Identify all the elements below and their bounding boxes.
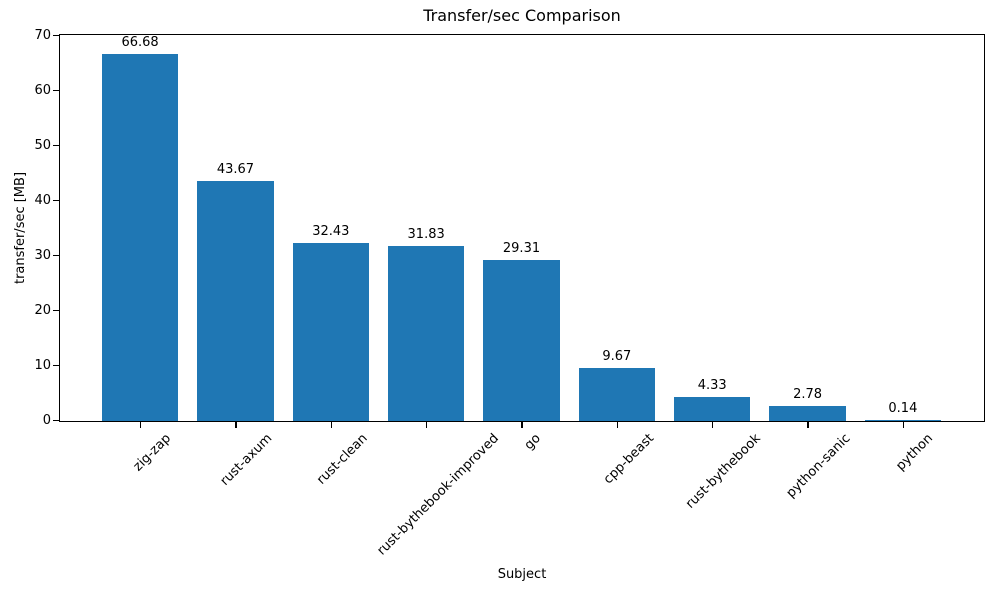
y-tick (53, 364, 59, 367)
y-tick (53, 144, 59, 147)
bar-value-label: 4.33 (697, 378, 727, 394)
bar-value-label: 43.67 (216, 161, 255, 177)
x-tick-label: rust-bythebook (683, 431, 765, 512)
x-tick-label: python (893, 431, 937, 474)
x-tick (902, 422, 905, 428)
bar-value-label: 32.43 (312, 223, 350, 239)
y-tick (53, 254, 59, 257)
y-tick-label: 10 (34, 357, 51, 373)
x-tick-label: rust-bythebook-improved (374, 431, 502, 559)
plot-area: 66.68 43.67 32.43 31.83 29.31 9.67 4.33 2.78 0.1… (59, 34, 985, 422)
bar-value-label: 66.68 (121, 35, 159, 51)
y-tick (53, 34, 59, 37)
x-tick (521, 422, 523, 428)
y-tick-label: 20 (34, 302, 51, 318)
y-tick-label: 40 (34, 192, 51, 208)
bar (769, 405, 846, 421)
chart-title: Transfer/sec Comparison (423, 6, 621, 25)
y-tick (53, 89, 59, 92)
y-tick-label: 70 (34, 27, 51, 43)
bar (483, 259, 560, 421)
x-tick-label: cpp-beast (600, 431, 657, 488)
x-tick (235, 422, 237, 428)
bar-value-label: 29.31 (502, 240, 541, 256)
x-tick-label: python-sanic (783, 431, 854, 501)
y-axis-label: transfer/sec [MB] (13, 171, 28, 285)
x-tick (330, 422, 333, 428)
bar (864, 420, 942, 421)
x-tick (139, 422, 142, 428)
y-tick (53, 419, 59, 422)
x-tick (425, 422, 428, 428)
x-axis-label: Subject (497, 567, 547, 582)
y-tick-label: 30 (34, 247, 51, 263)
y-tick-label: 0 (42, 412, 51, 428)
bar (388, 245, 465, 421)
bar-value-label: 2.78 (793, 386, 823, 402)
x-tick-label: rust-clean (313, 431, 371, 488)
y-tick-label: 50 (34, 137, 51, 153)
x-tick (616, 422, 619, 428)
y-tick-label: 60 (34, 82, 51, 98)
x-tick-label: rust-axum (217, 431, 276, 489)
bar-value-label: 31.83 (407, 226, 445, 242)
x-tick-label: go (522, 431, 545, 454)
bar-value-label: 9.67 (602, 348, 632, 364)
y-tick (53, 199, 59, 202)
y-tick (53, 309, 59, 312)
bar-value-label: 0.14 (888, 401, 918, 417)
bar (578, 367, 655, 421)
x-tick (807, 422, 809, 428)
bar (101, 54, 179, 421)
bar (674, 397, 751, 421)
x-tick-label: zig-zap (130, 431, 174, 475)
bar (292, 242, 369, 421)
bar (197, 180, 274, 421)
x-tick (711, 422, 714, 428)
